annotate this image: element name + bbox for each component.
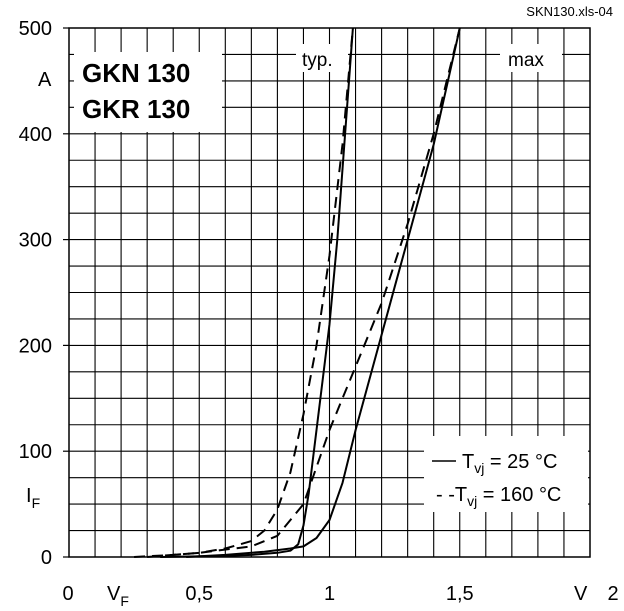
y-axis-tick-labels: 0 100 200 300 400 500 [19, 18, 52, 569]
legend-entry-solid: Tvj = 25 °C [462, 451, 557, 476]
chart-title-line-1: GKN 130 [82, 58, 190, 88]
annotation-typ: typ. [302, 50, 333, 71]
plot-frame [68, 27, 591, 558]
x-tick-label: 1 [324, 583, 335, 605]
max-label-bg [500, 44, 562, 72]
x-tick-label: 0 [62, 583, 73, 605]
y-tick-label: 300 [19, 230, 52, 252]
y-tick-label: 200 [19, 335, 52, 357]
annotation-max: max [508, 50, 544, 71]
typ-label-bg [296, 44, 348, 72]
title-box [74, 52, 222, 132]
chart-reference: SKN130.xls-04 [526, 4, 613, 19]
x-axis-label: VF [107, 583, 129, 609]
legend: Tvj = 25 °C - -Tvj = 160 °C [424, 436, 588, 512]
series-group [134, 27, 461, 558]
legend-entry-dashed: - -Tvj = 160 °C [436, 484, 561, 509]
series-max-solid [186, 27, 461, 558]
x-tick-label: 1,5 [446, 583, 474, 605]
y-tick-label: 400 [19, 124, 52, 146]
series-typ-dashed [134, 27, 354, 558]
y-tick-label: 100 [19, 441, 52, 463]
x-axis-tick-labels: 0 0,5 1 1,5 2 [62, 583, 618, 605]
legend-box [424, 436, 588, 512]
y-axis-label: IF [26, 485, 40, 511]
x-axis-unit: V [574, 583, 588, 605]
x-tick-label: 2 [607, 583, 618, 605]
series-typ-solid [160, 27, 354, 558]
series-max-dashed [147, 27, 461, 558]
x-tick-label: 0,5 [185, 583, 213, 605]
chart-title-line-2: GKR 130 [82, 94, 190, 124]
y-axis-unit: A [38, 69, 52, 91]
y-tick-label: 500 [19, 18, 52, 40]
y-tick-label: 0 [41, 547, 52, 569]
